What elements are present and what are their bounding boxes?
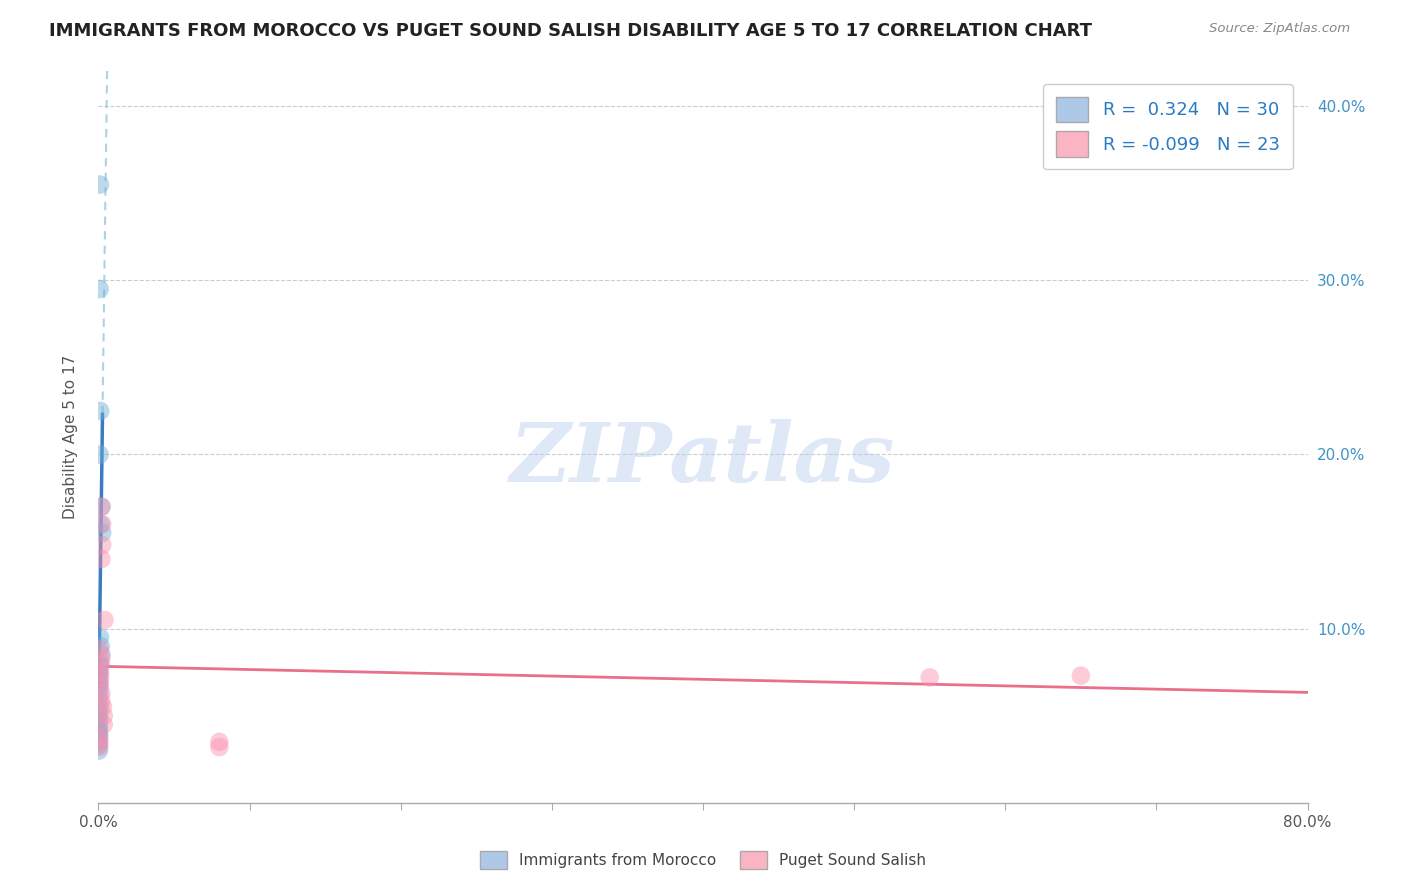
Point [93,613,115,627]
Point [90,500,112,514]
Point [89,677,111,691]
Point [208,740,231,755]
Point [89,700,111,714]
Point [87,719,110,733]
Point [89,735,111,749]
Point [93,708,115,723]
Point [89,668,111,682]
Point [87,743,110,757]
Point [1070,668,1092,682]
Point [89,665,111,680]
Point [91,525,114,540]
Point [87,714,110,728]
Point [89,688,111,702]
Point [91,517,114,532]
Point [91,538,114,552]
Point [90,517,112,532]
Point [91,700,114,714]
Point [89,682,111,697]
Point [89,448,111,462]
Point [89,657,111,671]
Point [89,178,111,192]
Point [89,695,111,709]
Point [87,705,110,719]
Point [90,639,112,653]
Text: ZIPatlas: ZIPatlas [510,419,896,499]
Point [90,657,112,671]
Point [89,670,111,684]
Point [89,740,111,755]
Point [89,673,111,688]
Point [89,282,111,296]
Legend: Immigrants from Morocco, Puget Sound Salish: Immigrants from Morocco, Puget Sound Sal… [474,845,932,875]
Point [208,735,231,749]
Point [87,735,110,749]
Point [89,665,111,680]
Point [90,651,112,665]
Point [89,404,111,418]
Point [90,500,112,514]
Point [93,717,115,731]
Point [89,631,111,645]
Y-axis label: Disability Age 5 to 17: Disability Age 5 to 17 [63,355,77,519]
Point [89,677,111,691]
Point [87,739,110,753]
Text: IMMIGRANTS FROM MOROCCO VS PUGET SOUND SALISH DISABILITY AGE 5 TO 17 CORRELATION: IMMIGRANTS FROM MOROCCO VS PUGET SOUND S… [49,22,1092,40]
Point [87,723,110,737]
Point [90,552,112,566]
Point [89,660,111,674]
Point [90,648,112,662]
Legend: R =  0.324   N = 30, R = -0.099   N = 23: R = 0.324 N = 30, R = -0.099 N = 23 [1043,84,1292,169]
Point [89,642,111,657]
Point [90,686,112,700]
Point [918,670,941,684]
Point [87,726,110,740]
Point [87,708,110,723]
Point [90,695,112,709]
Point [87,730,110,744]
Point [89,730,111,744]
Text: Source: ZipAtlas.com: Source: ZipAtlas.com [1209,22,1350,36]
